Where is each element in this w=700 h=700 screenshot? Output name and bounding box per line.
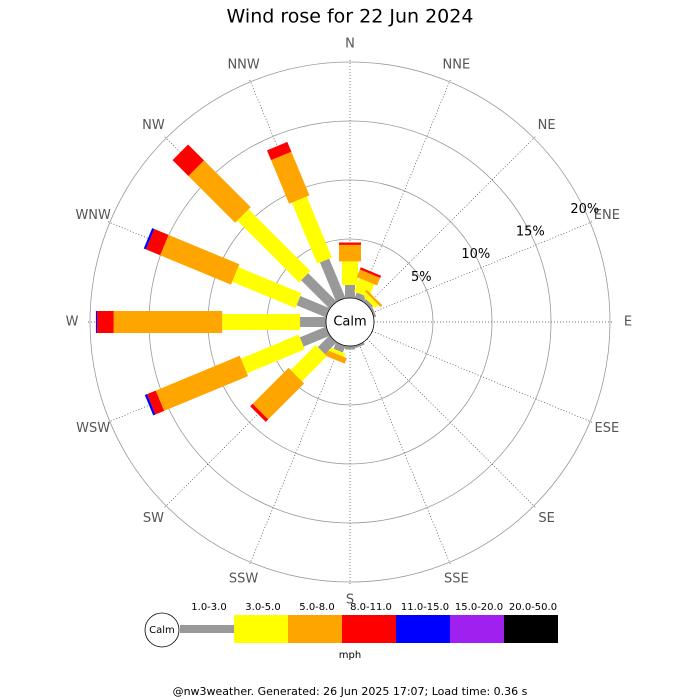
legend-label: 8.0-11.0 xyxy=(350,602,392,613)
legend-label: 1.0-3.0 xyxy=(191,602,226,613)
bar-segment xyxy=(296,296,330,318)
ring-label: 5% xyxy=(411,270,432,285)
bar-segment xyxy=(252,367,305,420)
bar-segment xyxy=(317,335,337,355)
radial-line xyxy=(366,135,537,306)
direction-label: NNW xyxy=(227,58,259,73)
radial-line xyxy=(372,330,595,424)
bar-segment xyxy=(160,234,240,285)
legend-label: 3.0-5.0 xyxy=(245,602,280,613)
bar-segment xyxy=(370,307,377,318)
radial-line xyxy=(372,220,595,314)
bar-segment xyxy=(324,349,347,364)
bar-segment xyxy=(290,344,328,382)
bar-segment xyxy=(240,334,305,374)
direction-label: NE xyxy=(538,118,556,133)
legend-swatch xyxy=(504,615,558,643)
direction-label: WSW xyxy=(76,421,110,436)
bar-segment xyxy=(147,390,165,415)
legend-calm-label: Calm xyxy=(149,625,175,636)
bar-segment xyxy=(188,160,251,223)
bar-segment xyxy=(354,292,367,302)
direction-label: E xyxy=(624,315,632,330)
footer: @nw3weather. Generated: 26 Jun 2025 17:0… xyxy=(173,685,528,698)
direction-label: N xyxy=(345,37,355,52)
ring-label: 20% xyxy=(570,202,599,217)
legend-calm xyxy=(144,612,180,648)
legend-label: 20.0-50.0 xyxy=(509,602,557,613)
bar-segment xyxy=(301,273,337,309)
ring-label: 10% xyxy=(461,247,490,262)
direction-label: S xyxy=(346,593,354,608)
legend-swatch xyxy=(342,615,396,643)
direction-label: NW xyxy=(142,118,165,133)
bar-segment xyxy=(250,403,269,422)
direction-label: NNE xyxy=(443,58,471,73)
bar-segment xyxy=(145,229,169,256)
radial-line xyxy=(366,338,537,509)
legend-label: 11.0-15.0 xyxy=(401,602,449,613)
bar-segment xyxy=(356,269,381,286)
legend-label: 15.0-20.0 xyxy=(455,602,503,613)
direction-label: WNW xyxy=(75,208,111,223)
legend-unit: mph xyxy=(339,650,361,661)
bar-segment xyxy=(172,144,204,176)
radial-line xyxy=(248,344,342,567)
direction-label: SW xyxy=(143,511,164,526)
bar-segment xyxy=(144,394,156,416)
bar-segment xyxy=(155,355,249,411)
bar-segment xyxy=(300,317,326,327)
chart-title: Wind rose for 22 Jun 2024 xyxy=(227,6,474,28)
calm-circle xyxy=(325,297,375,347)
bar-segment xyxy=(363,298,374,309)
direction-label: W xyxy=(66,315,79,330)
legend-swatch xyxy=(180,625,234,633)
bar-segment xyxy=(342,261,358,286)
direction-label: SE xyxy=(538,511,554,526)
legend-label: 5.0-8.0 xyxy=(299,602,334,613)
bar-segment xyxy=(266,141,292,161)
legend-swatch xyxy=(450,615,504,643)
radial-line xyxy=(358,344,452,567)
calm-label: Calm xyxy=(333,315,366,330)
legend-swatch xyxy=(288,615,342,643)
bar-segment xyxy=(359,267,382,278)
direction-label: SSE xyxy=(444,571,469,586)
bar-segment xyxy=(237,209,311,283)
grid-ring xyxy=(89,61,611,583)
bar-segment xyxy=(329,347,346,358)
bar-segment xyxy=(222,314,301,330)
bar-segment xyxy=(299,326,330,347)
bar-segment xyxy=(365,289,383,307)
direction-label: ESE xyxy=(594,421,619,436)
bar-segment xyxy=(143,228,155,250)
bar-segment xyxy=(291,196,332,264)
direction-label: SSW xyxy=(229,571,259,586)
ring-label: 15% xyxy=(516,225,545,240)
bar-segment xyxy=(319,258,346,302)
bar-segment xyxy=(97,311,114,333)
bar-segment xyxy=(363,293,379,309)
bar-segment xyxy=(354,342,365,349)
radial-line xyxy=(358,77,452,300)
legend-swatch xyxy=(234,615,288,643)
bar-segment xyxy=(95,311,98,333)
bar-segment xyxy=(271,151,310,204)
bar-segment xyxy=(345,285,355,298)
bar-segment xyxy=(345,346,355,350)
bar-segment xyxy=(339,242,361,245)
direction-label: ENE xyxy=(594,208,620,223)
bar-segment xyxy=(113,311,223,333)
bar-segment xyxy=(232,267,302,309)
legend-swatch xyxy=(396,615,450,643)
bar-segment xyxy=(339,244,361,262)
